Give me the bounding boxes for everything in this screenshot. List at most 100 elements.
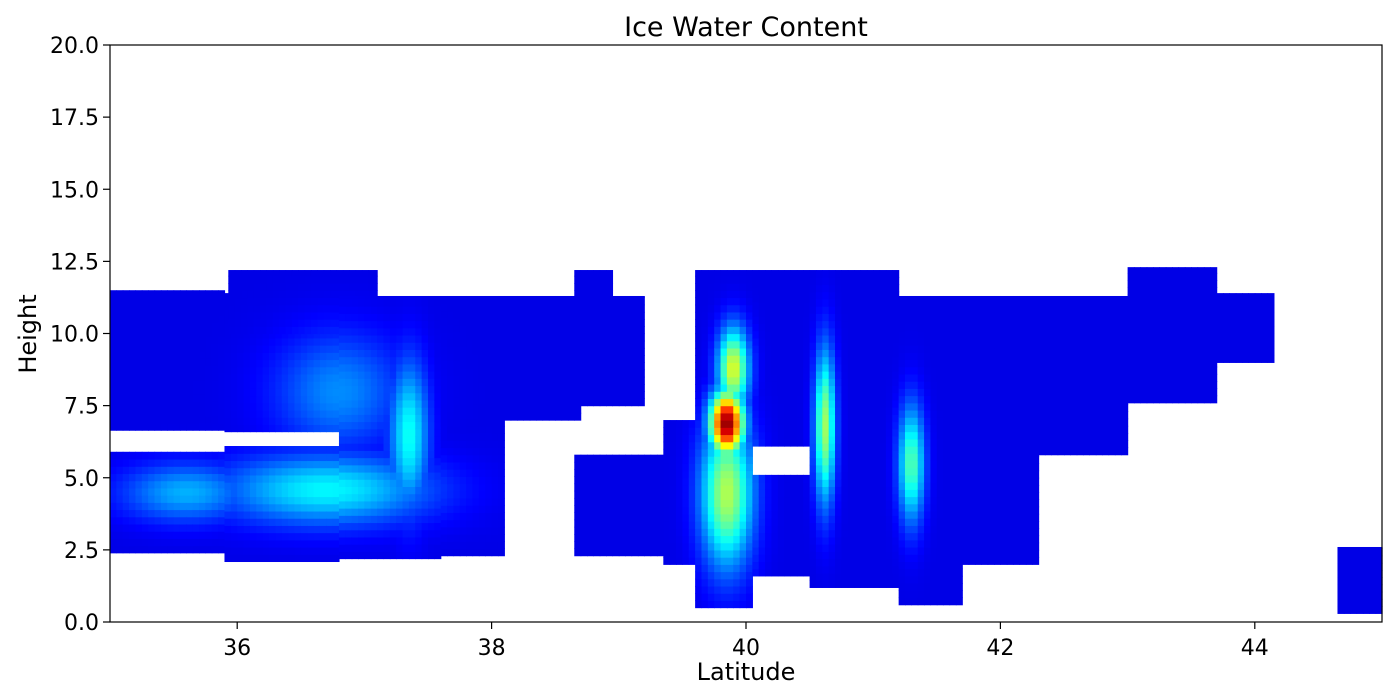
heatmap-cell — [707, 362, 715, 371]
heatmap-cell — [230, 446, 238, 454]
heatmap-cell — [497, 490, 505, 499]
heatmap-cell — [459, 476, 467, 485]
heatmap-cell — [447, 375, 455, 384]
heatmap-cell — [917, 575, 925, 584]
heatmap-cell — [777, 561, 785, 570]
heatmap-cell — [110, 516, 117, 525]
heatmap-cell — [733, 477, 741, 486]
heatmap-cell — [237, 532, 245, 541]
heatmap-cell — [269, 474, 276, 483]
heatmap-cell — [847, 572, 855, 581]
heatmap-cell — [288, 460, 296, 469]
heatmap-cell — [364, 522, 372, 531]
heatmap-cell — [542, 376, 550, 385]
heatmap-cell — [720, 405, 728, 414]
heatmap-cell — [905, 301, 912, 310]
heatmap-cell — [695, 441, 703, 450]
heatmap-cell — [389, 421, 397, 430]
heatmap-cell — [262, 482, 270, 490]
heatmap-cell — [396, 536, 404, 545]
heatmap-cell — [682, 441, 690, 450]
heatmap-cell — [294, 503, 302, 512]
heatmap-cell — [241, 290, 248, 299]
heatmap-cell — [955, 388, 963, 397]
heatmap-cell — [389, 471, 397, 480]
heatmap-cell — [726, 600, 734, 609]
heatmap-cell — [523, 362, 531, 371]
heatmap-cell — [167, 415, 175, 424]
heatmap-cell — [917, 482, 925, 490]
heatmap-cell — [440, 295, 448, 304]
heatmap-cell — [389, 342, 397, 350]
heatmap-cell — [338, 457, 346, 466]
heatmap-cell — [943, 316, 951, 324]
heatmap-cell — [497, 519, 505, 528]
heatmap-cell — [726, 376, 734, 385]
heatmap-cell — [167, 523, 175, 532]
heatmap-cell — [358, 500, 365, 509]
heatmap-cell — [529, 383, 537, 392]
heatmap-cell — [720, 347, 728, 356]
heatmap-cell — [682, 484, 690, 493]
heatmap-cell — [199, 487, 206, 496]
heatmap-cell — [599, 512, 607, 521]
heatmap-cell — [854, 558, 862, 567]
heatmap-cell — [368, 290, 376, 299]
heatmap-cell — [249, 373, 257, 382]
heatmap-cell — [396, 306, 404, 314]
heatmap-cell — [962, 448, 970, 457]
heatmap-cell — [542, 340, 550, 349]
heatmap-cell — [796, 330, 804, 339]
heatmap-cell — [466, 382, 474, 391]
heatmap-cell — [421, 464, 429, 473]
heatmap-cell — [580, 304, 588, 313]
heatmap-cell — [676, 513, 683, 522]
heatmap-cell — [485, 541, 493, 550]
heatmap-cell — [262, 352, 270, 361]
heatmap-cell — [319, 482, 327, 490]
heatmap-cell — [272, 290, 280, 299]
heatmap-cell — [720, 506, 728, 515]
heatmap-cell — [796, 568, 804, 577]
heatmap-cell — [917, 546, 925, 555]
heatmap-cell — [733, 564, 741, 573]
heatmap-cell — [237, 510, 245, 519]
heatmap-cell — [234, 304, 242, 313]
heatmap-cell — [841, 270, 849, 278]
heatmap-cell — [179, 401, 187, 410]
heatmap-cell — [319, 359, 327, 368]
heatmap-cell — [625, 340, 633, 349]
heatmap-cell — [777, 489, 785, 498]
heatmap-cell — [860, 500, 868, 509]
heatmap-cell — [911, 373, 919, 382]
heatmap-cell — [230, 496, 238, 505]
heatmap-cell — [148, 343, 156, 352]
heatmap-cell — [924, 467, 932, 476]
heatmap-cell — [230, 337, 238, 346]
heatmap-cell — [777, 381, 785, 389]
heatmap-cell — [504, 340, 512, 349]
heatmap-cell — [377, 464, 385, 473]
heatmap-cell — [269, 359, 276, 368]
heatmap-cell — [110, 350, 117, 359]
heatmap-cell — [491, 353, 499, 362]
heatmap-cell — [345, 529, 353, 538]
heatmap-cell — [186, 466, 194, 475]
heatmap-cell — [345, 536, 353, 545]
heatmap-cell — [835, 443, 842, 451]
heatmap-cell — [428, 529, 435, 538]
heatmap-cell — [160, 365, 168, 374]
heatmap-cell — [567, 376, 575, 385]
heatmap-cell — [249, 337, 257, 346]
heatmap-cell — [179, 451, 187, 460]
heatmap-cell — [892, 356, 900, 365]
heatmap-cell — [288, 532, 296, 541]
heatmap-cell — [637, 512, 645, 521]
heatmap-cell — [905, 546, 912, 555]
heatmap-cell — [497, 382, 505, 391]
heatmap-cell — [707, 398, 715, 407]
heatmap-cell — [218, 523, 226, 532]
heatmap-cell — [211, 379, 219, 388]
heatmap-cell — [733, 420, 741, 428]
heatmap-cell — [323, 283, 331, 291]
